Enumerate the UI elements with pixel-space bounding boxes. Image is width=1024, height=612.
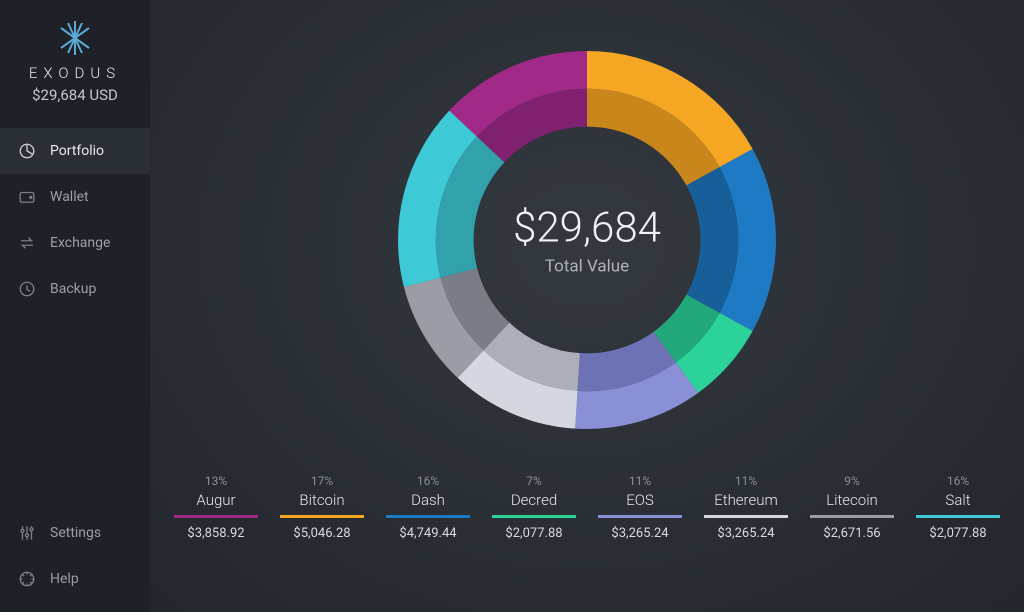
nav-help[interactable]: Help [0, 556, 150, 602]
coin-name: Bitcoin [280, 491, 364, 518]
coin-item[interactable]: 16% Salt $2,077.88 [916, 474, 1000, 541]
coin-item[interactable]: 17% Bitcoin $5,046.28 [280, 474, 364, 541]
coin-item[interactable]: 16% Dash $4,749.44 [386, 474, 470, 541]
pie-chart-icon [18, 142, 36, 160]
coins-row: 13% Augur $3,858.92 17% Bitcoin $5,046.28 16% D… [164, 474, 1010, 541]
main-content: $29,684 Total Value 13% Augur $3,858.92 17%… [150, 0, 1024, 612]
coin-item[interactable]: 11% EOS $3,265.24 [598, 474, 682, 541]
coin-name: Litecoin [810, 491, 894, 518]
coin-pct: 11% [629, 474, 651, 488]
nav-wallet[interactable]: Wallet [0, 174, 150, 220]
nav-bottom: Settings Help [0, 510, 150, 602]
header-total: $29,684 USD [32, 86, 118, 104]
portfolio-donut: $29,684 Total Value [377, 30, 797, 450]
donut-center: $29,684 Total Value [513, 204, 661, 277]
coin-item[interactable]: 11% Ethereum $3,265.24 [704, 474, 788, 541]
nav-exchange[interactable]: Exchange [0, 220, 150, 266]
exchange-icon [18, 234, 36, 252]
nav-label: Settings [50, 525, 101, 541]
coin-value: $2,077.88 [505, 526, 562, 541]
nav-label: Portfolio [50, 143, 104, 159]
coin-pct: 9% [844, 474, 860, 488]
coin-name: Augur [174, 491, 258, 518]
coin-pct: 11% [735, 474, 757, 488]
coin-item[interactable]: 13% Augur $3,858.92 [174, 474, 258, 541]
nav-label: Help [50, 571, 79, 587]
coin-name: Ethereum [704, 491, 788, 518]
coin-value: $2,671.56 [823, 526, 880, 541]
total-value-label: Total Value [513, 257, 661, 277]
coin-item[interactable]: 7% Decred $2,077.88 [492, 474, 576, 541]
coin-value: $4,749.44 [399, 526, 456, 541]
logo-area: EXODUS $29,684 USD [0, 18, 150, 104]
coin-name: Decred [492, 491, 576, 518]
coin-pct: 16% [947, 474, 969, 488]
wallet-icon [18, 188, 36, 206]
nav-label: Exchange [50, 235, 110, 251]
coin-name: Salt [916, 491, 1000, 518]
nav-backup[interactable]: Backup [0, 266, 150, 312]
coin-item[interactable]: 9% Litecoin $2,671.56 [810, 474, 894, 541]
coin-pct: 7% [526, 474, 542, 488]
nav-main: Portfolio Wallet Exchange Backup [0, 128, 150, 312]
sidebar: EXODUS $29,684 USD Portfolio Wallet Exch… [0, 0, 150, 612]
coin-value: $3,858.92 [187, 526, 244, 541]
coin-value: $3,265.24 [717, 526, 774, 541]
coin-name: Dash [386, 491, 470, 518]
coin-value: $5,046.28 [293, 526, 350, 541]
help-icon [18, 570, 36, 588]
coin-pct: 17% [311, 474, 333, 488]
coin-value: $3,265.24 [611, 526, 668, 541]
coin-pct: 13% [205, 474, 227, 488]
nav-label: Backup [50, 281, 96, 297]
coin-value: $2,077.88 [929, 526, 986, 541]
nav-portfolio[interactable]: Portfolio [0, 128, 150, 174]
nav-label: Wallet [50, 189, 89, 205]
backup-icon [18, 280, 36, 298]
brand-name: EXODUS [29, 64, 121, 82]
coin-pct: 16% [417, 474, 439, 488]
settings-icon [18, 524, 36, 542]
coin-name: EOS [598, 491, 682, 518]
exodus-logo-icon [55, 18, 95, 58]
nav-settings[interactable]: Settings [0, 510, 150, 556]
total-value: $29,684 [513, 204, 661, 253]
